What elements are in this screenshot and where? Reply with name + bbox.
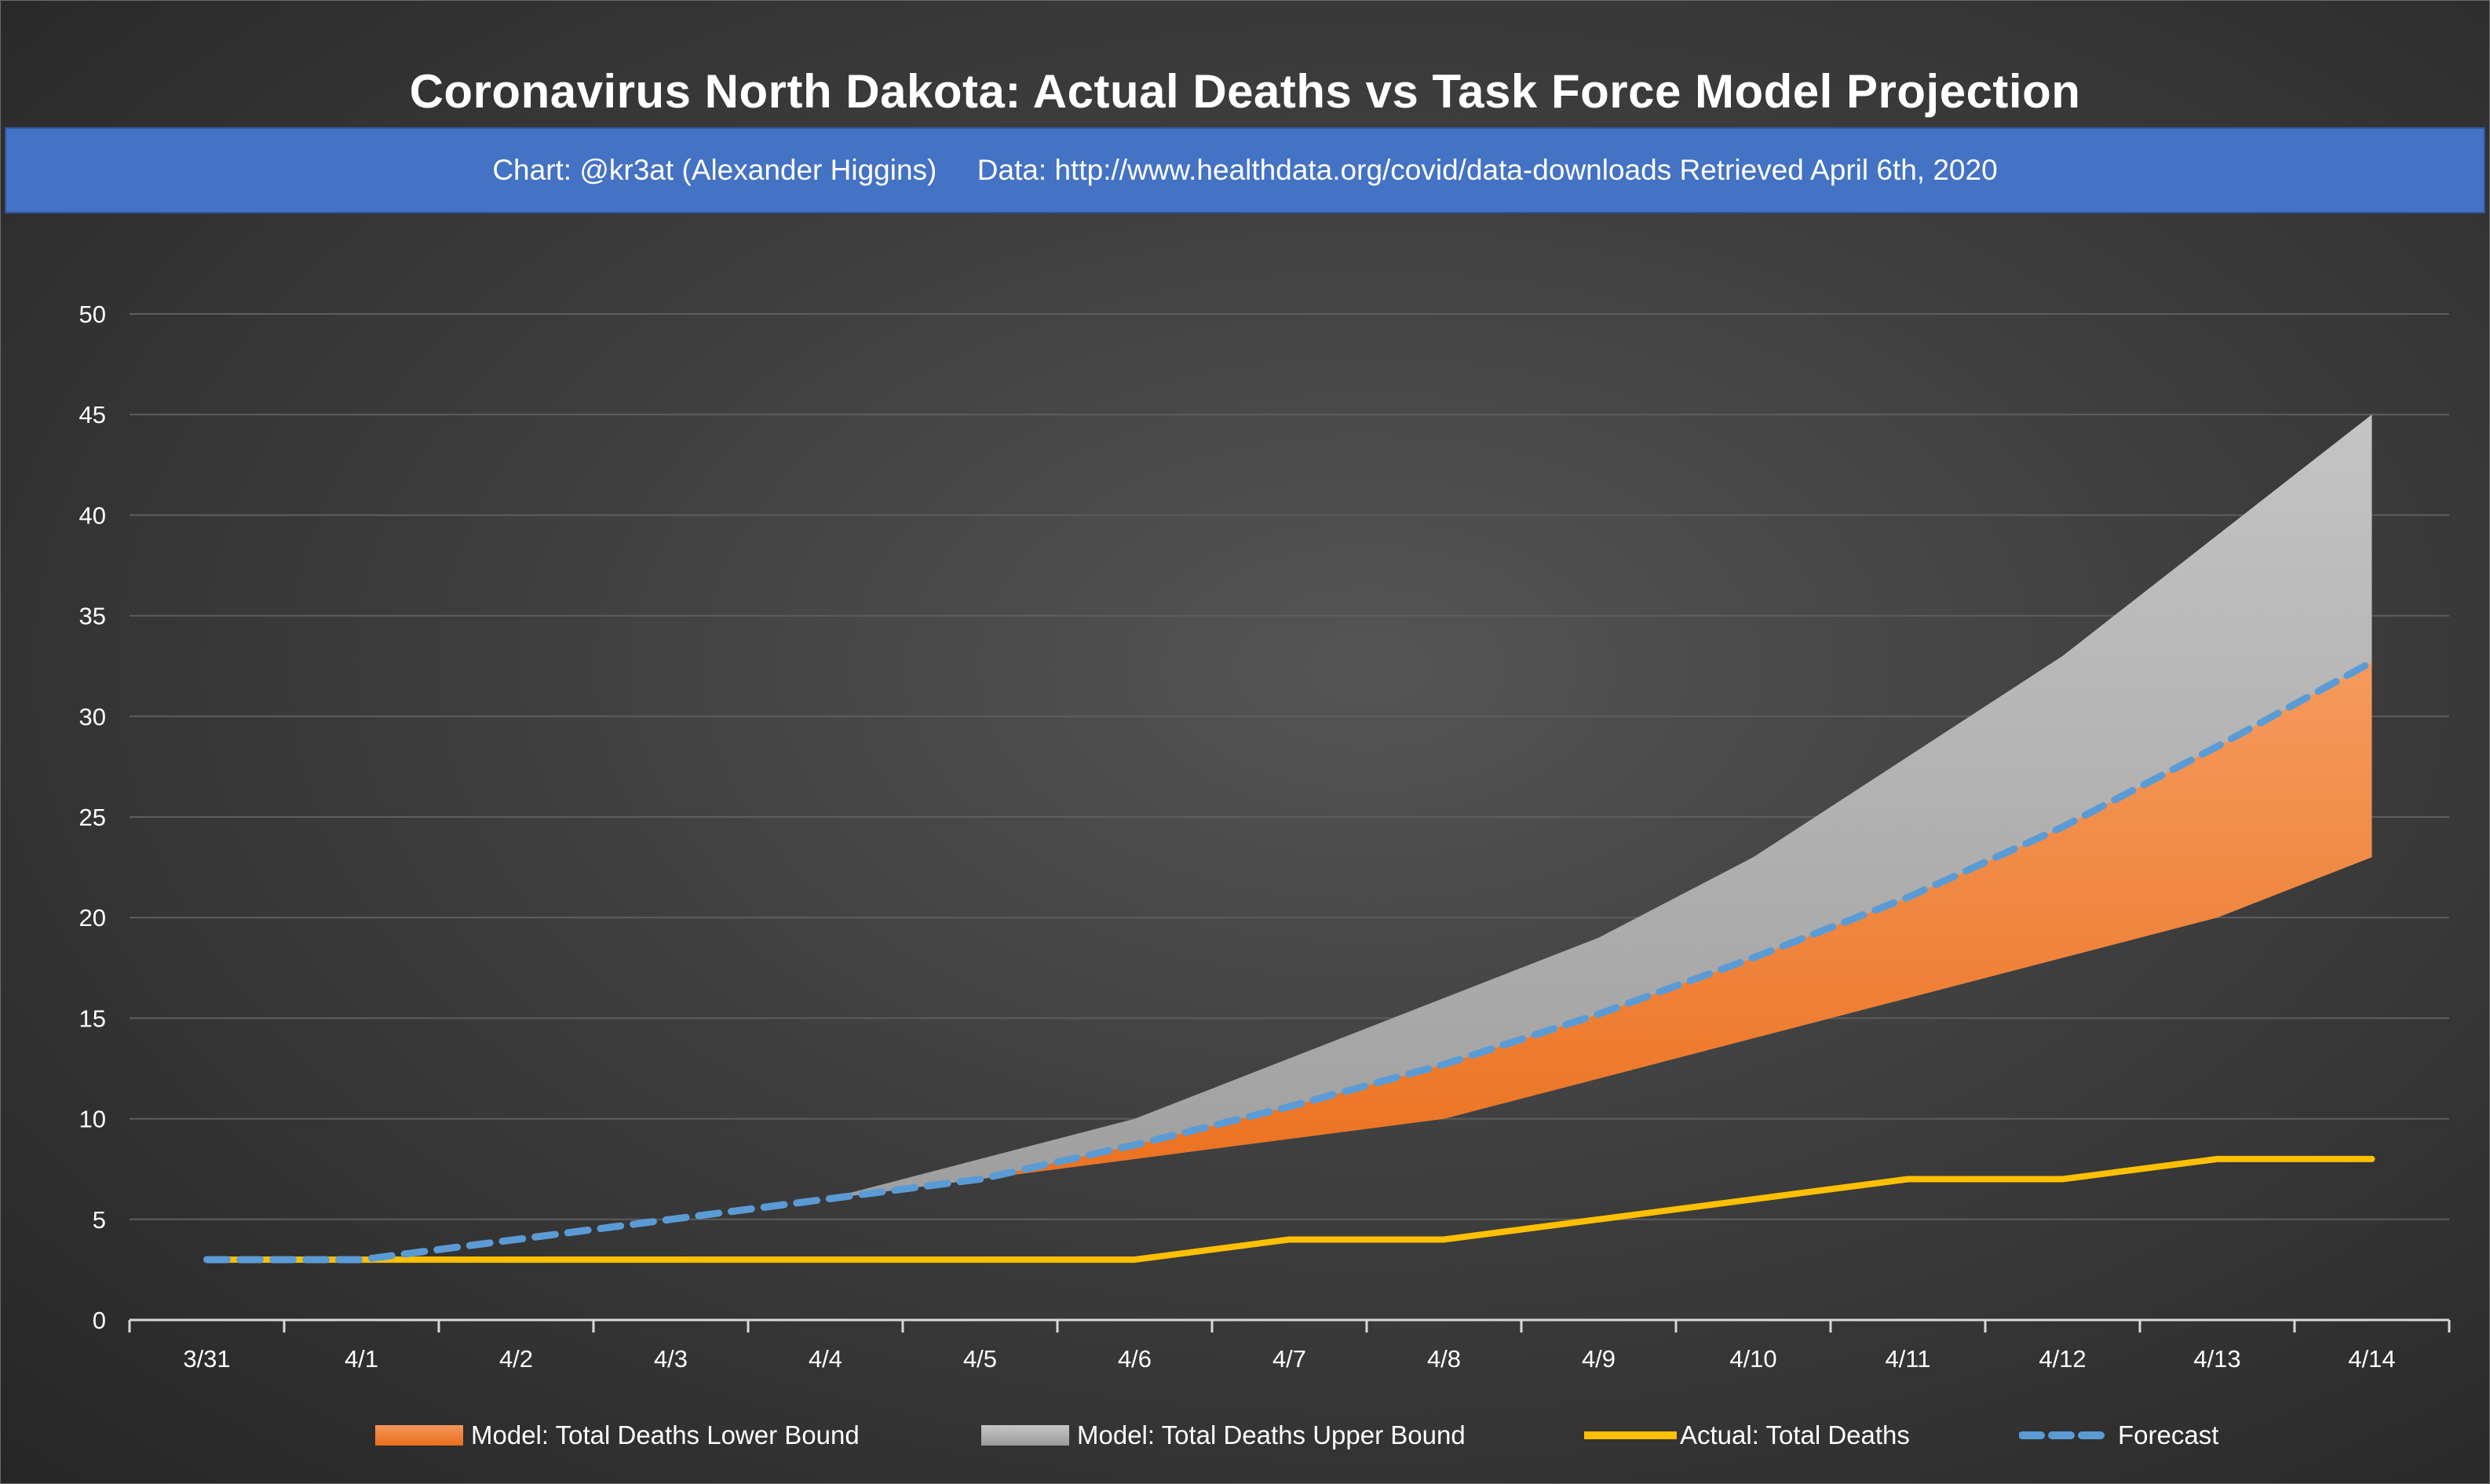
y-tick-label: 35	[79, 603, 106, 630]
x-tick-label: 4/4	[809, 1345, 842, 1373]
y-tick-label: 10	[79, 1106, 106, 1133]
legend-item-upper-bound: Model: Total Deaths Upper Bound	[981, 1413, 1466, 1457]
line-forecast	[203, 658, 2375, 1263]
y-tick-label: 25	[79, 804, 106, 831]
y-tick-label: 0	[93, 1307, 106, 1334]
chart-title: Coronavirus North Dakota: Actual Deaths …	[409, 65, 2081, 118]
legend-label-actual: Actual: Total Deaths	[1680, 1420, 1910, 1449]
x-tick-label: 4/14	[2348, 1345, 2395, 1373]
x-tick-label: 4/13	[2193, 1345, 2240, 1373]
legend-label-upper-bound: Model: Total Deaths Upper Bound	[1077, 1420, 1466, 1449]
x-tick-label: 4/9	[1582, 1345, 1616, 1373]
y-tick-label: 15	[79, 1005, 106, 1032]
x-tick-label: 3/31	[183, 1345, 230, 1373]
y-tick-label: 5	[93, 1206, 106, 1234]
area-lower-bound	[206, 662, 2372, 1260]
legend-swatch-actual	[1584, 1431, 1677, 1439]
y-tick-label: 30	[79, 703, 106, 731]
legend-item-forecast: Forecast	[2019, 1413, 2218, 1457]
legend-item-lower-bound: Model: Total Deaths Lower Bound	[375, 1413, 860, 1457]
x-tick-label: 4/2	[499, 1345, 533, 1373]
y-tick-label: 50	[79, 301, 106, 328]
x-tick-label: 4/12	[2039, 1345, 2086, 1373]
legend-label-lower-bound: Model: Total Deaths Lower Bound	[471, 1420, 860, 1449]
legend-swatch-forecast	[2019, 1431, 2115, 1439]
legend: Model: Total Deaths Lower Bound Model: T…	[0, 1413, 2490, 1457]
line-actual-deaths	[203, 1155, 2375, 1263]
legend-label-forecast: Forecast	[2118, 1420, 2219, 1449]
x-tick-label: 4/3	[654, 1345, 688, 1373]
x-tick-label: 4/1	[345, 1345, 378, 1373]
legend-swatch-lower-bound	[375, 1425, 463, 1446]
y-tick-label: 45	[79, 401, 106, 428]
y-tick-labels: 0 5 10 15 20 25 30 35 40 45 50	[79, 301, 106, 1334]
x-tick-label: 4/8	[1427, 1345, 1461, 1373]
x-tick-label: 4/10	[1729, 1345, 1776, 1373]
subtitle-bar: Chart: @kr3at (Alexander Higgins) Data: …	[5, 127, 2485, 213]
x-tick-label: 4/7	[1272, 1345, 1306, 1373]
y-tick-label: 20	[79, 904, 106, 932]
line-series	[203, 658, 2375, 1263]
gridlines	[128, 313, 2451, 1333]
legend-item-actual: Actual: Total Deaths	[1584, 1413, 1910, 1457]
chart-subtitle: Chart: @kr3at (Alexander Higgins) Data: …	[492, 154, 1998, 186]
legend-swatch-upper-bound	[981, 1425, 1069, 1446]
area-upper-bound	[206, 414, 2372, 1260]
x-tick-labels: 3/31 4/1 4/2 4/3 4/4 4/5 4/6 4/7 4/8 4/9 4/10 4/11 4…	[183, 1345, 2395, 1373]
area-series	[206, 414, 2372, 1260]
x-tick-label: 4/6	[1118, 1345, 1152, 1373]
y-tick-label: 40	[79, 501, 106, 529]
x-tick-label: 4/5	[963, 1345, 997, 1373]
x-tick-label: 4/11	[1885, 1345, 1930, 1373]
